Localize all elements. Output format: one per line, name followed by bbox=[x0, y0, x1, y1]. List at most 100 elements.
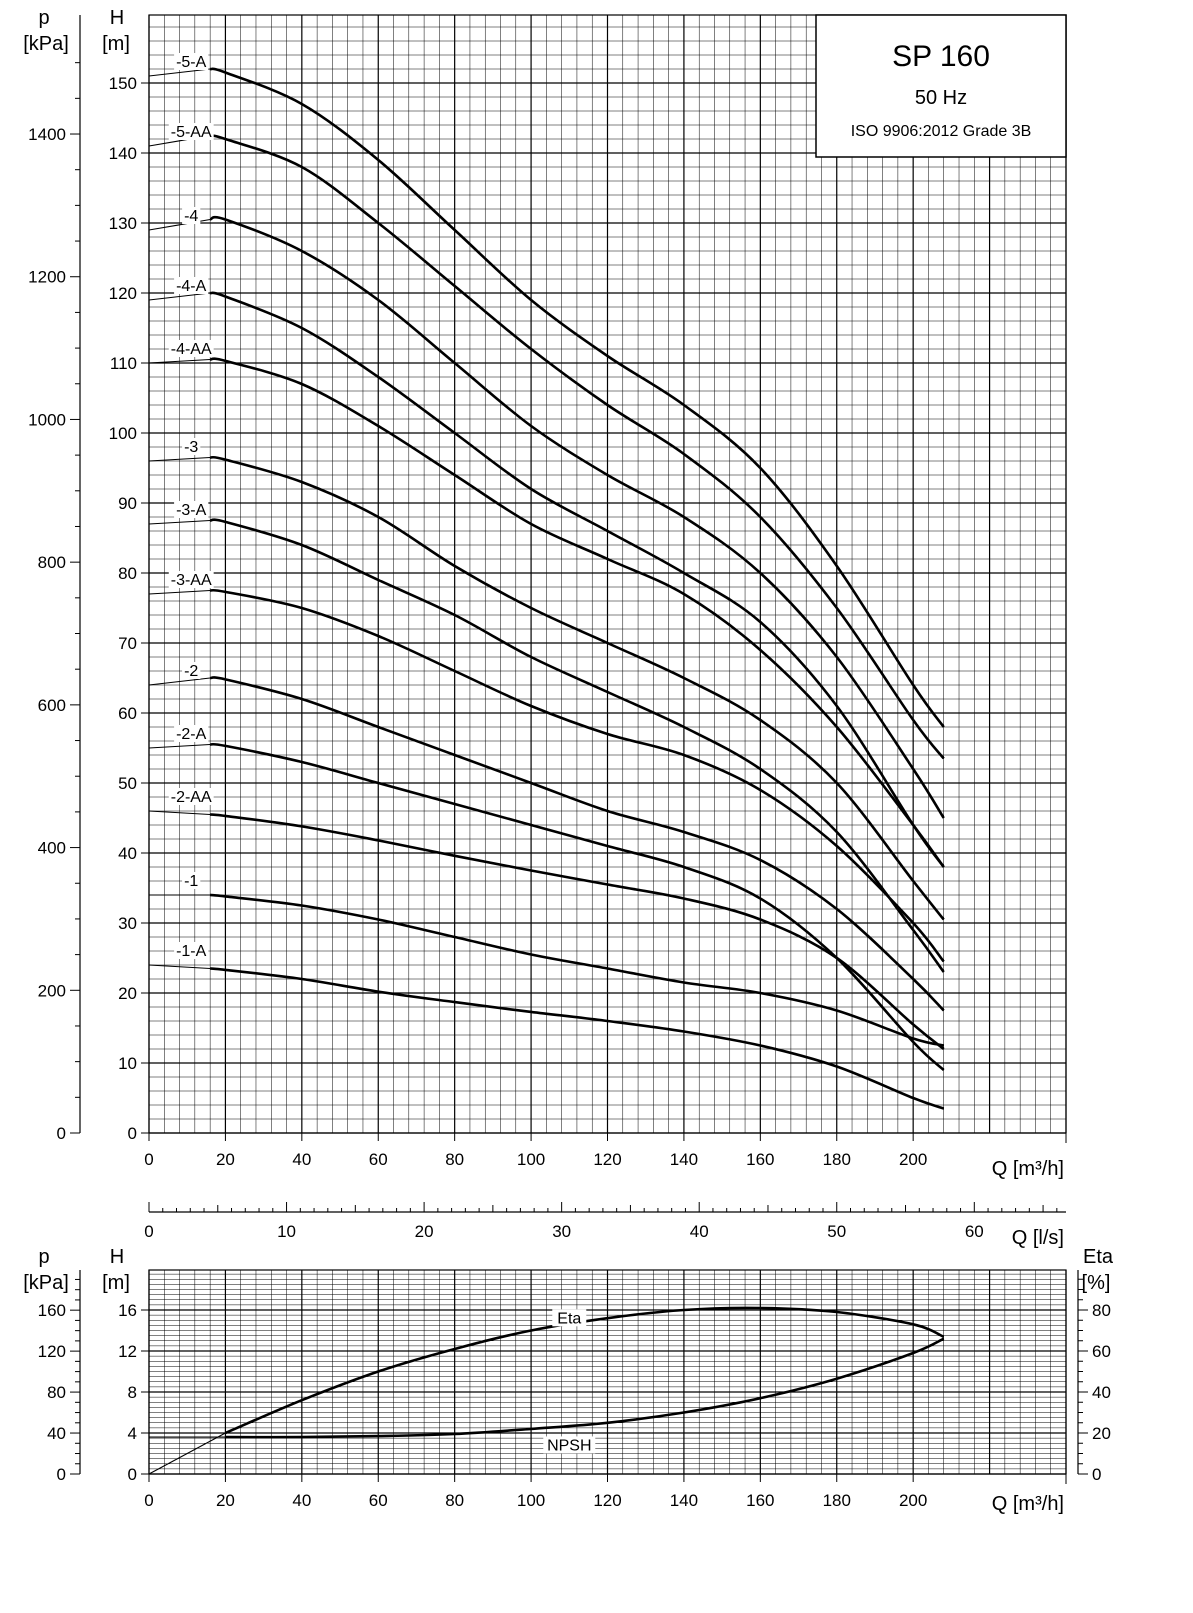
q-tick-label: 40 bbox=[292, 1491, 311, 1510]
curve-label: -2-AA bbox=[171, 789, 212, 806]
curve-label-bg bbox=[168, 788, 214, 805]
q-tick-label: 20 bbox=[216, 1491, 235, 1510]
curve-label: -3-A bbox=[176, 502, 207, 519]
bottom-p-symbol: p bbox=[38, 1246, 49, 1268]
h-tick-label: 100 bbox=[109, 424, 137, 443]
curve-label-bg bbox=[182, 438, 201, 455]
h-tick-label: 10 bbox=[118, 1054, 137, 1073]
curve--3-A-thin bbox=[148, 519, 211, 525]
curve-label-bg bbox=[168, 123, 214, 140]
h-tick-label: 90 bbox=[118, 494, 137, 513]
curve-label: -5-AA bbox=[171, 124, 212, 141]
bottom-h-unit: [m] bbox=[102, 1272, 130, 1294]
curve-label-npsh: NPSH bbox=[547, 1437, 591, 1454]
q-ls-tick-label: 0 bbox=[144, 1222, 153, 1241]
h-tick-label: 70 bbox=[118, 634, 137, 653]
frequency-label: 50 Hz bbox=[915, 87, 967, 109]
curve-label-bg bbox=[543, 1436, 596, 1454]
q-tick-label: 120 bbox=[593, 1150, 621, 1169]
bottom-p-unit: [kPa] bbox=[23, 1272, 69, 1294]
curve--1-A bbox=[210, 967, 945, 1110]
h-tick-label: 120 bbox=[109, 284, 137, 303]
q-tick-label: 200 bbox=[899, 1491, 927, 1510]
p-tick-label: 0 bbox=[57, 1465, 66, 1484]
q-ls-tick-label: 40 bbox=[690, 1222, 709, 1241]
curve-label-bg bbox=[182, 872, 201, 889]
curve--2-A bbox=[210, 742, 945, 1071]
chart-axes bbox=[70, 15, 1088, 1484]
curve--2-thin bbox=[148, 677, 211, 686]
h-tick-label: 110 bbox=[110, 354, 137, 373]
p-tick-label: 120 bbox=[38, 1342, 66, 1361]
bottom-h-symbol: H bbox=[110, 1246, 124, 1268]
curve-label-bg bbox=[168, 340, 214, 357]
curve-label-bg bbox=[174, 725, 209, 742]
curve-eta-thin bbox=[148, 1432, 226, 1475]
curve--3 bbox=[209, 455, 945, 921]
h-tick-label: 16 bbox=[118, 1301, 137, 1320]
p-tick-label: 0 bbox=[57, 1124, 66, 1143]
p-tick-label: 40 bbox=[47, 1424, 66, 1443]
curve--1-A-thin bbox=[148, 964, 211, 970]
q-tick-label: 40 bbox=[292, 1150, 311, 1169]
h-tick-label: 0 bbox=[128, 1465, 137, 1484]
q-tick-label: 200 bbox=[899, 1150, 927, 1169]
top-p-symbol: p bbox=[38, 7, 49, 29]
curve-label-bg bbox=[174, 277, 209, 294]
eta-npsh-curves: Eta NPSH bbox=[148, 1306, 945, 1475]
h-tick-label: 30 bbox=[118, 914, 137, 933]
p-tick-label: 160 bbox=[38, 1301, 66, 1320]
curve--2 bbox=[210, 676, 945, 1012]
curve-label: -2-A bbox=[176, 726, 207, 743]
q-tick-label: 160 bbox=[746, 1150, 774, 1169]
eta-unit: [%] bbox=[1082, 1272, 1111, 1294]
h-tick-label: 80 bbox=[118, 564, 137, 583]
q-tick-label: 0 bbox=[144, 1150, 153, 1169]
top-p-unit: [kPa] bbox=[23, 33, 69, 55]
model-title: SP 160 bbox=[892, 40, 990, 73]
curve--3-AA-thin bbox=[148, 589, 211, 595]
q-tick-label: 100 bbox=[517, 1491, 545, 1510]
q-tick-label: 140 bbox=[670, 1150, 698, 1169]
top-h-symbol: H bbox=[110, 7, 124, 29]
p-tick-label: 1000 bbox=[28, 410, 66, 429]
q-tick-label: 160 bbox=[746, 1491, 774, 1510]
eta-tick-label: 60 bbox=[1092, 1342, 1111, 1361]
curve-label: -1 bbox=[184, 873, 198, 890]
curve-label: -2 bbox=[184, 663, 198, 680]
curve-label: -3-AA bbox=[171, 572, 212, 589]
h-tick-label: 0 bbox=[128, 1124, 137, 1143]
h-tick-label: 150 bbox=[109, 74, 137, 93]
q-tick-label: 20 bbox=[216, 1150, 235, 1169]
q-ls-tick-label: 30 bbox=[552, 1222, 571, 1241]
curve--4-AA-thin bbox=[148, 358, 211, 364]
curve-label: -1-A bbox=[176, 943, 207, 960]
q-m3h-label-top: Q [m³/h] bbox=[992, 1158, 1064, 1180]
q-ls-label: Q [l/s] bbox=[1012, 1227, 1064, 1249]
curve--5-A bbox=[209, 67, 945, 728]
top-chart-grid bbox=[148, 14, 1067, 1134]
eta-tick-label: 20 bbox=[1092, 1424, 1111, 1443]
p-tick-label: 800 bbox=[38, 553, 66, 572]
curve--4-A bbox=[209, 291, 945, 868]
standard-label: ISO 9906:2012 Grade 3B bbox=[851, 123, 1032, 140]
q-ls-tick-label: 20 bbox=[415, 1222, 434, 1241]
curve-label-bg bbox=[168, 571, 214, 588]
p-tick-label: 80 bbox=[47, 1383, 66, 1402]
curve--3-AA bbox=[210, 588, 945, 963]
q-m3h-label-bottom: Q [m³/h] bbox=[992, 1493, 1064, 1515]
p-tick-label: 400 bbox=[38, 839, 66, 858]
p-tick-label: 200 bbox=[38, 981, 66, 1000]
eta-tick-label: 80 bbox=[1092, 1301, 1111, 1320]
bottom-chart-grid bbox=[148, 1269, 1067, 1475]
p-tick-label: 600 bbox=[38, 696, 66, 715]
curve-label: -4-A bbox=[176, 278, 207, 295]
curve-eta bbox=[224, 1306, 945, 1435]
curve--2-AA bbox=[210, 813, 945, 1051]
q-tick-label: 120 bbox=[593, 1491, 621, 1510]
curve-label-bg bbox=[182, 207, 201, 224]
curve-label-bg bbox=[174, 53, 209, 70]
h-tick-label: 4 bbox=[128, 1424, 137, 1443]
eta-tick-label: 0 bbox=[1092, 1465, 1101, 1484]
